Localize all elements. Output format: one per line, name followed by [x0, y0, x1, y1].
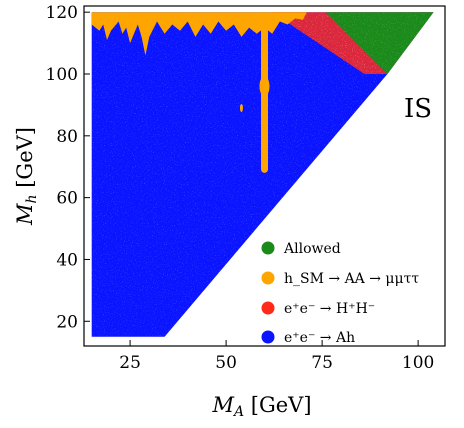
- chart-annotation: IS: [404, 94, 432, 124]
- legend-marker: [261, 241, 275, 255]
- series-ah-texture: [91, 12, 434, 337]
- x-axis: 25 50 75 100: [119, 340, 434, 373]
- plot-frame: [83, 5, 446, 347]
- y-tick-label: 40: [56, 250, 78, 270]
- y-tick-label: 100: [46, 65, 78, 85]
- y-tick-label: 80: [56, 127, 78, 147]
- legend-marker: [261, 330, 275, 344]
- legend-label: h_SM → AA → μμττ: [284, 271, 419, 287]
- hsm-strip-bulge: [259, 76, 270, 97]
- legend-label: Allowed: [283, 241, 341, 257]
- x-tick-label: 25: [119, 353, 141, 373]
- x-tick-label: 100: [402, 353, 434, 373]
- y-tick-label: 60: [56, 189, 78, 209]
- y-tick-label: 20: [56, 312, 78, 332]
- legend-marker: [261, 301, 275, 315]
- legend: Allowed h_SM → AA → μμττ e⁺e⁻ → H⁺H⁻ e⁺e⁻ →…: [261, 241, 419, 346]
- series-allowed-texture: [325, 12, 434, 74]
- y-axis: 20 40 60 80 100 120: [46, 3, 90, 332]
- legend-label: e⁺e⁻ → H⁺H⁻: [284, 301, 375, 317]
- x-axis-title: MA [GeV]: [211, 393, 311, 420]
- y-tick-label: 120: [46, 3, 78, 23]
- hsm-small-spot: [239, 104, 243, 112]
- legend-marker: [261, 271, 275, 285]
- series-hsm-region: [91, 12, 307, 173]
- y-axis-title: Mh [GeV]: [13, 127, 40, 226]
- legend-label: e⁺e⁻ → Ah: [284, 330, 355, 346]
- plot-area: [91, 12, 434, 337]
- x-tick-label: 75: [311, 353, 333, 373]
- hsm-top-band: [91, 12, 307, 56]
- x-tick-label: 50: [215, 353, 237, 373]
